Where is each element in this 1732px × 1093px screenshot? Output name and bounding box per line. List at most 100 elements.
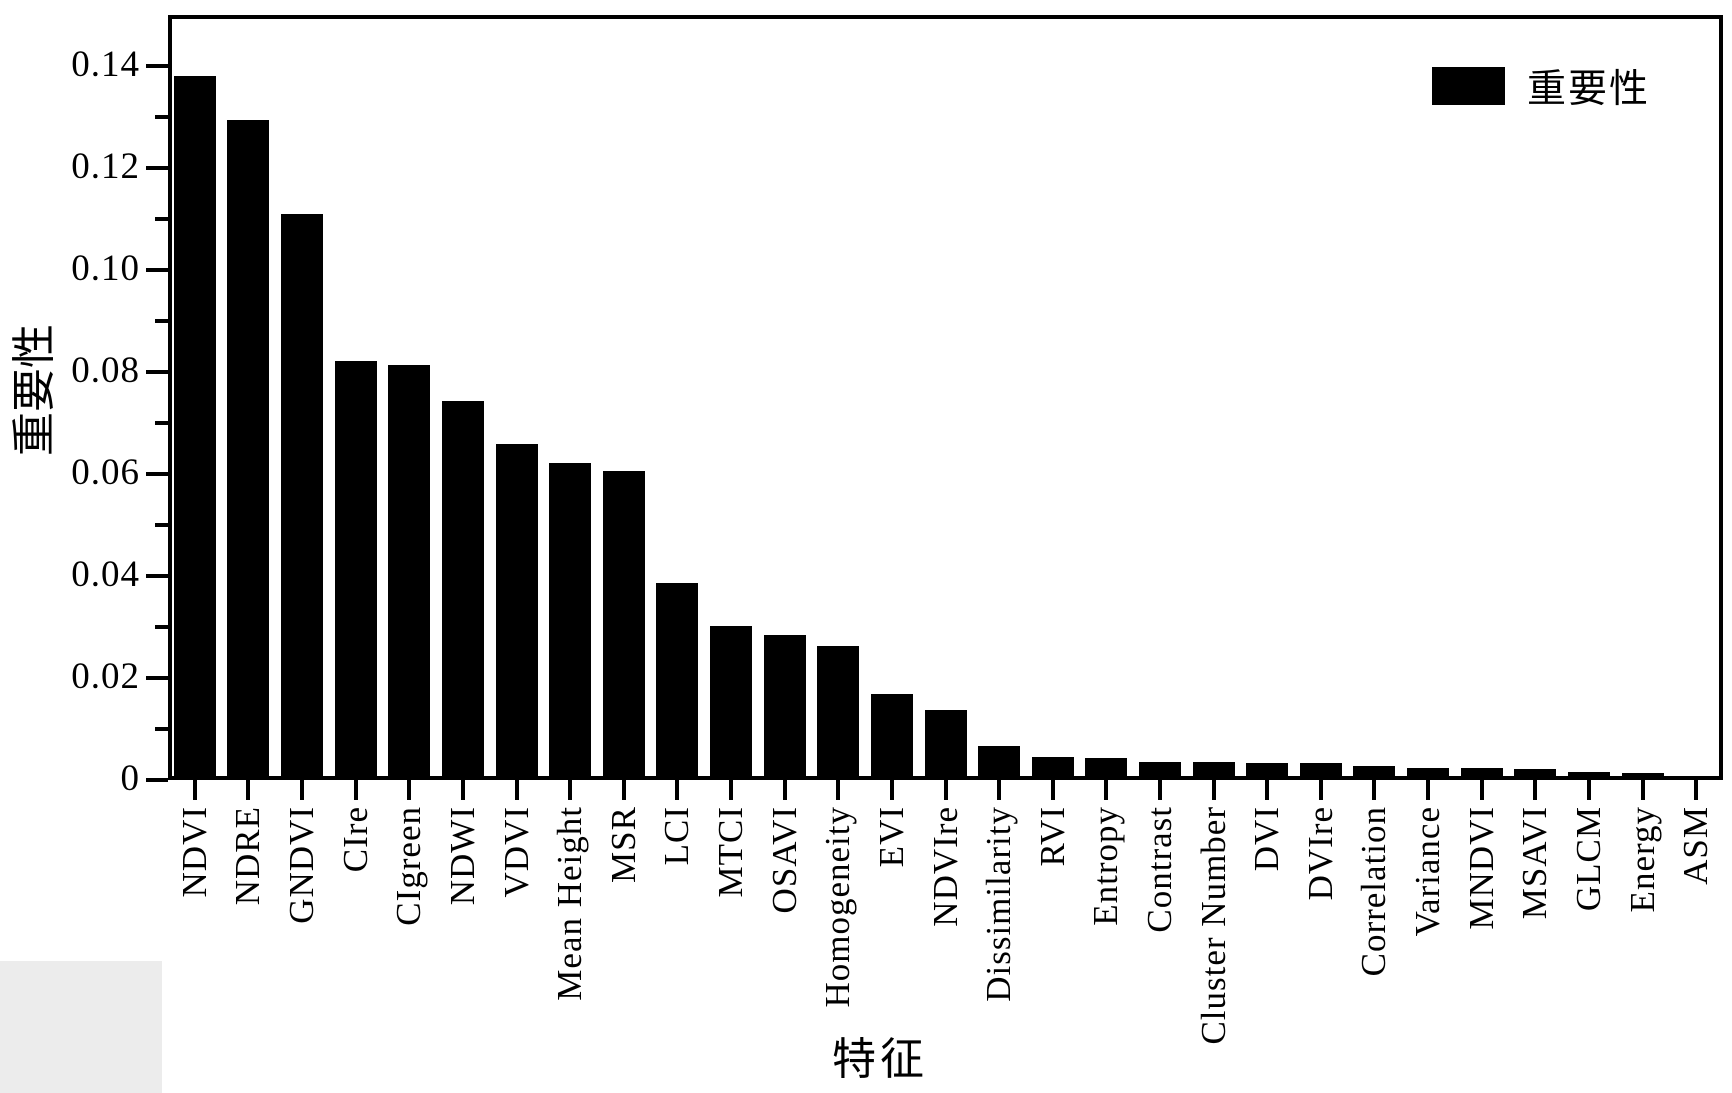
y-tick-label: 0.04 <box>71 554 140 595</box>
x-tick-label: DVIre <box>1300 806 1340 901</box>
x-tick-label: EVI <box>871 806 911 868</box>
x-tick <box>782 780 787 800</box>
x-tick <box>353 780 358 800</box>
bar-glcm <box>1567 771 1610 780</box>
x-tick <box>997 780 1002 800</box>
x-tick-label: Correlation <box>1354 806 1394 977</box>
bar-lci <box>656 582 699 780</box>
x-tick-label: LCI <box>657 806 697 866</box>
x-tick-label: OSAVI <box>764 806 804 914</box>
bar-variance <box>1407 767 1450 780</box>
x-tick <box>1426 780 1431 800</box>
x-tick-label: Dissimilarity <box>979 806 1019 1002</box>
y-minor-tick <box>155 319 168 323</box>
x-tick-label: NDVI <box>174 806 214 898</box>
x-tick-label: RVI <box>1032 806 1072 867</box>
bar-ndwi <box>441 401 484 780</box>
y-tick-label: 0.12 <box>71 146 140 187</box>
scan-artifact-patch <box>0 961 162 1093</box>
x-tick <box>836 780 841 800</box>
x-tick <box>675 780 680 800</box>
x-tick-label: NDVIre <box>925 806 965 927</box>
bar-evi <box>870 694 913 780</box>
x-tick <box>514 780 519 800</box>
x-tick <box>1050 780 1055 800</box>
y-major-tick <box>146 778 168 782</box>
y-minor-tick <box>155 523 168 527</box>
y-major-tick <box>146 64 168 68</box>
bar-mean-height <box>549 462 592 780</box>
x-tick-label: MSR <box>603 806 643 883</box>
x-tick <box>729 780 734 800</box>
x-tick <box>943 780 948 800</box>
x-tick-label: MTCI <box>711 806 751 898</box>
bar-contrast <box>1138 761 1181 780</box>
x-tick-label: DVI <box>1247 806 1287 872</box>
x-tick <box>1157 780 1162 800</box>
x-tick <box>568 780 573 800</box>
bar-mtci <box>710 625 753 780</box>
bar-msavi <box>1514 768 1557 780</box>
bar-energy <box>1621 773 1664 780</box>
bar-cluster-number <box>1192 762 1235 780</box>
x-tick-label: MNDVI <box>1461 806 1501 930</box>
x-tick-label: MSAVI <box>1515 806 1555 920</box>
x-tick <box>300 780 305 800</box>
y-minor-tick <box>155 115 168 119</box>
x-axis-label: 特征 <box>832 1035 928 1084</box>
x-tick-label: NDWI <box>442 806 482 906</box>
x-tick-label: GLCM <box>1568 806 1608 912</box>
bar-dissimilarity <box>978 745 1021 780</box>
x-tick <box>1372 780 1377 800</box>
x-tick <box>407 780 412 800</box>
x-tick <box>1479 780 1484 800</box>
bar-dvi <box>1246 762 1289 780</box>
x-tick-label: Homogeneity <box>818 806 858 1008</box>
bar-dvire <box>1299 763 1342 780</box>
bar-ndvire <box>924 709 967 780</box>
x-tick <box>246 780 251 800</box>
bar-vdvi <box>495 443 538 780</box>
legend-label: 重要性 <box>1527 68 1651 111</box>
x-tick-label: GNDVI <box>282 806 322 924</box>
x-tick <box>889 780 894 800</box>
bar-mndvi <box>1460 767 1503 780</box>
y-major-tick <box>146 676 168 680</box>
y-minor-tick <box>155 217 168 221</box>
x-tick-label: CIre <box>335 806 375 873</box>
bar-entropy <box>1085 758 1128 780</box>
x-tick <box>1265 780 1270 800</box>
y-minor-tick <box>155 625 168 629</box>
bar-ndvi <box>173 76 216 780</box>
bar-asm <box>1675 775 1718 780</box>
bar-cire <box>334 360 377 780</box>
x-tick-label: Mean Height <box>550 806 590 1001</box>
legend: 重要性 <box>1432 58 1650 114</box>
x-tick-label: Contrast <box>1139 806 1179 933</box>
y-minor-tick <box>155 727 168 731</box>
x-tick-label: NDRE <box>228 806 268 906</box>
x-tick <box>1586 780 1591 800</box>
x-tick-label: Energy <box>1622 806 1662 913</box>
bar-gndvi <box>281 213 324 780</box>
bar-ndre <box>227 119 270 780</box>
y-tick-label: 0.10 <box>71 248 140 289</box>
bar-msr <box>602 471 645 780</box>
x-tick-label: Entropy <box>1086 806 1126 926</box>
bar-osavi <box>763 634 806 780</box>
bar-rvi <box>1031 756 1074 780</box>
y-tick-label: 0.08 <box>71 350 140 391</box>
x-tick <box>460 780 465 800</box>
x-tick <box>621 780 626 800</box>
x-tick-label: CIgreen <box>389 806 429 926</box>
y-major-tick <box>146 370 168 374</box>
x-tick-label: ASM <box>1676 806 1716 885</box>
legend-swatch <box>1432 67 1505 105</box>
y-minor-tick <box>155 421 168 425</box>
y-major-tick <box>146 574 168 578</box>
y-major-tick <box>146 268 168 272</box>
x-tick <box>1640 780 1645 800</box>
y-tick-label: 0 <box>120 758 140 799</box>
y-tick-label: 0.02 <box>71 656 140 697</box>
